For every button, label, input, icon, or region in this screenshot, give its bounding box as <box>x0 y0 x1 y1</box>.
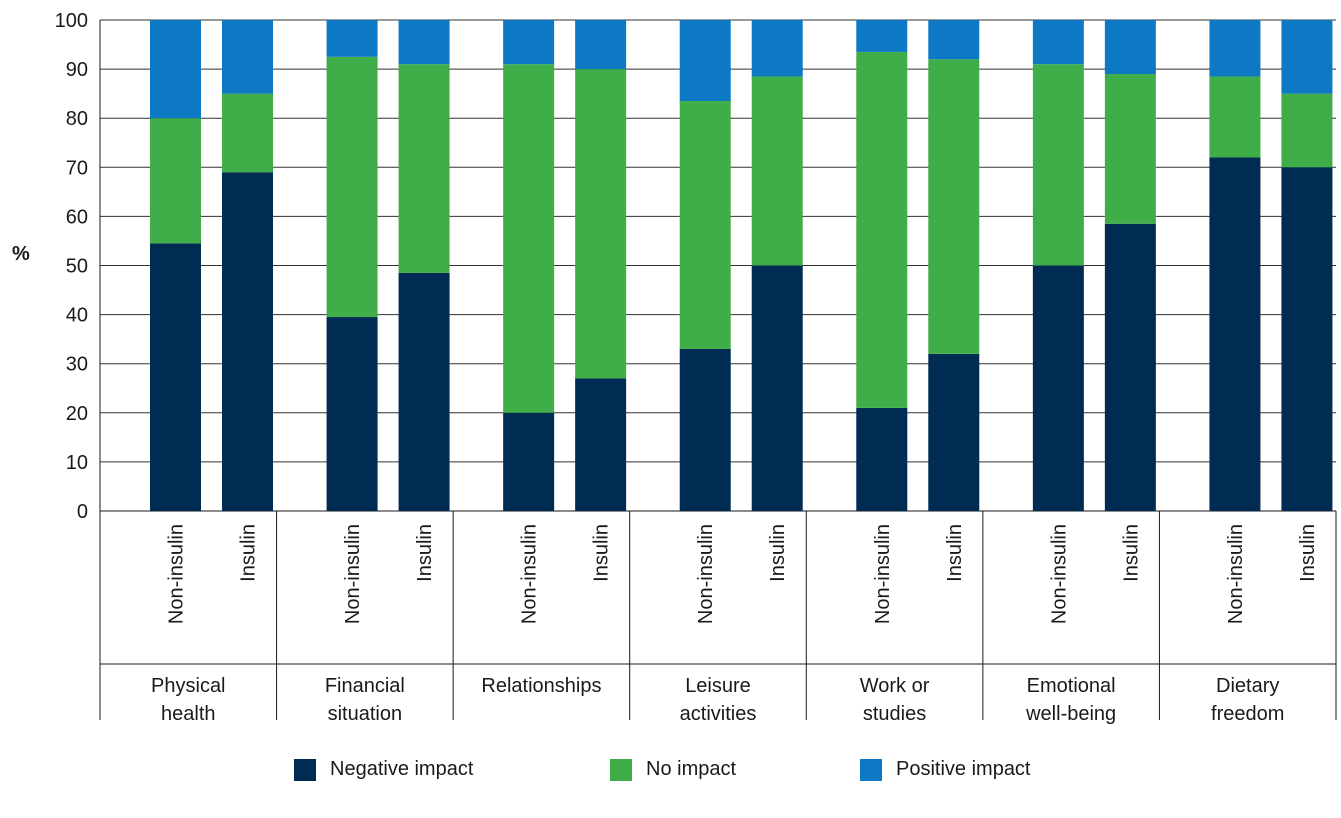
bar-label: Insulin <box>1120 524 1142 582</box>
bar-segment <box>679 101 731 349</box>
y-tick-label: 30 <box>66 354 88 376</box>
legend-swatch-positive-impact <box>860 758 882 781</box>
chart-legend: Negative impact No impact Positive impac… <box>0 758 1341 788</box>
y-tick-label: 40 <box>66 305 88 327</box>
bar-label: Insulin <box>414 524 436 582</box>
bar-segment <box>150 243 201 511</box>
group-label: Financial <box>325 675 405 697</box>
bar-segment <box>222 20 273 94</box>
bar-segment <box>150 20 201 119</box>
y-tick-label: 100 <box>55 10 88 32</box>
group-label: Relationships <box>481 675 601 697</box>
bar-segment <box>679 20 731 102</box>
group-label: Work or <box>860 675 930 697</box>
bar-segment <box>1032 265 1084 511</box>
group-label: freedom <box>1211 703 1284 725</box>
bar-segment <box>503 64 555 413</box>
bar-segment <box>1032 64 1084 266</box>
bar-segment <box>222 172 273 511</box>
bar-segment <box>326 317 378 511</box>
y-tick-label: 10 <box>66 452 88 474</box>
legend-label-negative-impact: Negative impact <box>330 758 474 780</box>
y-tick-label: 0 <box>77 501 88 523</box>
group-label: well-being <box>1025 703 1116 725</box>
legend-item-no-impact: No impact <box>610 758 736 781</box>
bar-segment <box>326 56 378 318</box>
legend-item-positive-impact: Positive impact <box>860 758 1031 781</box>
bar-segment <box>398 64 450 273</box>
bar-segment <box>1281 20 1333 94</box>
bar-label: Non-insulin <box>519 524 541 624</box>
bar-segment <box>1032 20 1084 65</box>
group-label: Leisure <box>685 675 751 697</box>
group-label: activities <box>680 703 757 725</box>
bar-segment <box>1209 76 1261 158</box>
bar-segment <box>575 20 627 70</box>
y-tick-label: 50 <box>66 256 88 278</box>
bar-label: Insulin <box>1297 524 1319 582</box>
group-label: Emotional <box>1027 675 1116 697</box>
bar-label: Insulin <box>238 524 260 582</box>
y-tick-label: 90 <box>66 59 88 81</box>
bar-segment <box>1104 223 1156 511</box>
bar-segment <box>928 353 980 511</box>
legend-item-negative-impact: Negative impact <box>294 758 473 781</box>
legend-swatch-negative-impact <box>294 758 316 781</box>
bar-label: Non-insulin <box>166 524 188 624</box>
bar-segment <box>1281 93 1333 168</box>
y-axis-label: % <box>12 243 30 265</box>
bar-segment <box>503 20 555 65</box>
bar-segment <box>150 118 201 244</box>
y-tick-label: 20 <box>66 403 88 425</box>
y-tick-label: 60 <box>66 206 88 228</box>
bar-segment <box>928 20 980 60</box>
legend-swatch-no-impact <box>610 758 632 781</box>
group-label: Physical <box>151 675 225 697</box>
bar-segment <box>751 76 803 266</box>
bar-label: Non-insulin <box>872 524 894 624</box>
bar-segment <box>856 20 908 52</box>
bar-label: Insulin <box>591 524 613 582</box>
bar-label: Non-insulin <box>342 524 364 624</box>
bar-segment <box>1281 167 1333 512</box>
group-label: situation <box>328 703 403 725</box>
bar-segment <box>1104 20 1156 75</box>
y-tick-label: 80 <box>66 108 88 130</box>
bar-segment <box>575 378 627 511</box>
bar-label: Non-insulin <box>695 524 717 624</box>
bar-segment <box>928 59 980 354</box>
legend-label-positive-impact: Positive impact <box>896 758 1031 780</box>
bar-segment <box>1209 157 1261 512</box>
bar-segment <box>222 93 273 173</box>
bar-segment <box>326 20 378 57</box>
bar-segment <box>751 265 803 511</box>
bar-label: Non-insulin <box>1048 524 1070 624</box>
bar-segment <box>398 20 450 65</box>
legend-label-no-impact: No impact <box>646 758 737 780</box>
bar-segment <box>856 407 908 511</box>
y-tick-label: 70 <box>66 157 88 179</box>
bar-segment <box>398 272 450 511</box>
group-label: Dietary <box>1216 675 1279 697</box>
bar-label: Insulin <box>767 524 789 582</box>
bar-segment <box>679 348 731 511</box>
bar-segment <box>503 412 555 511</box>
bar-label: Non-insulin <box>1225 524 1247 624</box>
bar-segment <box>1209 20 1261 77</box>
bar-label: Insulin <box>944 524 966 582</box>
group-label: studies <box>863 703 926 725</box>
bar-segment <box>856 51 908 408</box>
bar-segment <box>1104 74 1156 224</box>
bar-segment <box>575 69 627 379</box>
group-label: health <box>161 703 216 725</box>
bar-segment <box>751 20 803 77</box>
